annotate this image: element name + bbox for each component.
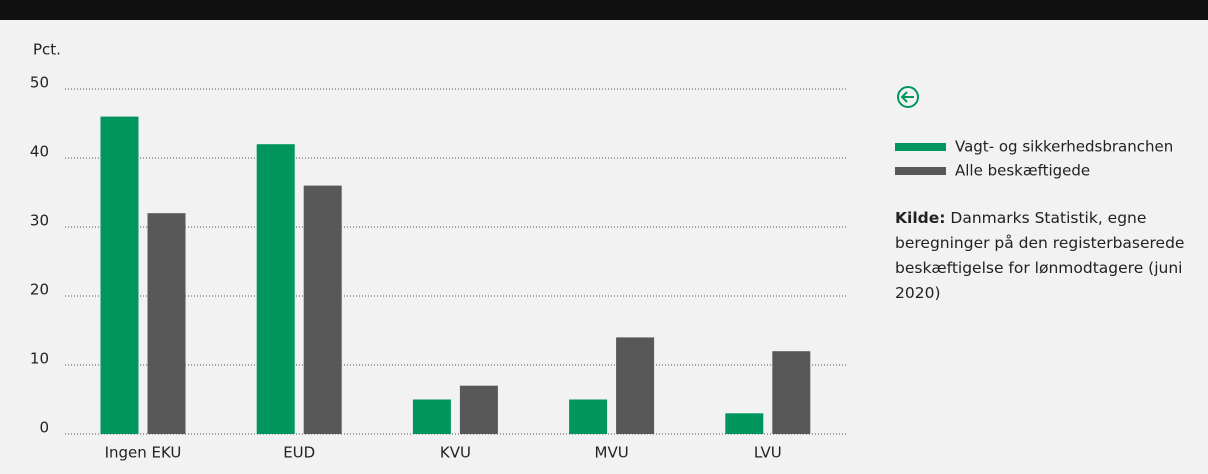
source-text: Danmarks Statistik, egne beregninger på … <box>895 209 1185 302</box>
source-label: Kilde: <box>895 209 946 227</box>
legend-swatch <box>895 167 946 175</box>
bar <box>772 351 811 434</box>
bar <box>256 144 295 434</box>
x-tick-label: LVU <box>754 444 782 462</box>
x-tick-label: EUD <box>283 444 315 462</box>
bar <box>303 185 342 434</box>
legend-swatch <box>895 143 946 151</box>
y-tick-label: 30 <box>30 212 49 230</box>
bar <box>459 385 498 434</box>
legend-label: Vagt- og sikkerhedsbranchen <box>955 138 1173 156</box>
bar <box>616 337 655 434</box>
x-tick-label: Ingen EKU <box>105 444 182 462</box>
bar <box>100 116 139 434</box>
y-tick-label: 20 <box>30 281 49 299</box>
y-tick-label: 10 <box>30 350 49 368</box>
y-tick-label: 50 <box>30 74 49 92</box>
bar <box>569 399 608 434</box>
y-tick-label: 0 <box>39 419 49 437</box>
y-tick-label: 40 <box>30 143 49 161</box>
source: Kilde: Danmarks Statistik, egne beregnin… <box>895 206 1205 306</box>
back-icon[interactable] <box>897 86 919 108</box>
bar <box>725 413 764 434</box>
y-axis-label: Pct. <box>33 41 61 59</box>
bar <box>412 399 451 434</box>
bar <box>147 213 186 434</box>
top-bar <box>0 0 1208 20</box>
legend-label: Alle beskæftigede <box>955 162 1090 180</box>
x-tick-label: KVU <box>440 444 471 462</box>
x-tick-label: MVU <box>595 444 629 462</box>
